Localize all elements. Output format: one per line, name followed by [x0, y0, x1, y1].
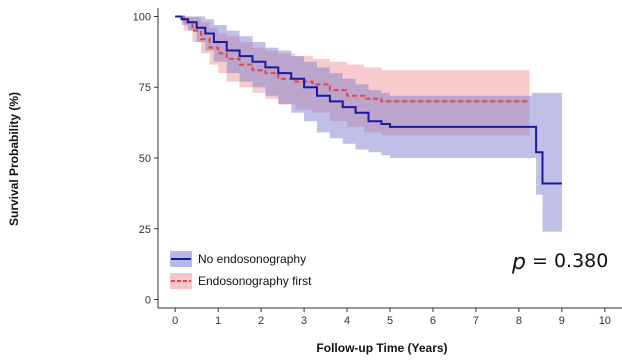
survival-curves — [175, 15, 562, 185]
legend-label-no-endosonography: No endosonography — [198, 252, 306, 266]
axes — [154, 8, 622, 312]
x-axis-title: Follow-up Time (Years) — [316, 341, 447, 355]
x-tick-label: 1 — [215, 315, 221, 327]
x-tick-label: 3 — [301, 315, 307, 327]
x-tick-label: 8 — [516, 315, 522, 327]
legend-label-endosonography-first: Endosonography first — [198, 274, 312, 288]
y-tick-label: 0 — [145, 295, 151, 307]
x-tick-label: 7 — [473, 315, 479, 327]
p-value-symbol: p — [511, 250, 526, 275]
confidence-bands — [175, 16, 562, 232]
y-tick-label: 100 — [133, 11, 151, 23]
x-tick-label: 2 — [258, 315, 264, 327]
y-tick-label: 25 — [139, 224, 151, 236]
x-tick-label: 6 — [430, 315, 436, 327]
y-tick-label: 50 — [139, 153, 151, 165]
x-tick-label: 4 — [344, 315, 350, 327]
x-tick-label: 10 — [599, 315, 611, 327]
y-axis-title: Survival Probability (%) — [7, 92, 21, 226]
p-value-text: = 0.380 — [532, 250, 608, 272]
p-value-annotation: p = 0.380 — [511, 250, 608, 275]
legend: No endosonography Endosonography first — [170, 251, 312, 289]
x-tick-label: 5 — [387, 315, 393, 327]
y-tick-label: 75 — [139, 82, 151, 94]
confidence-band-no-endosonography — [175, 16, 562, 232]
survival-line-no-endosonography — [175, 15, 562, 185]
survival-line-endosonography-first — [175, 15, 530, 103]
x-tick-label: 0 — [172, 315, 178, 327]
x-tick-label: 9 — [559, 315, 565, 327]
